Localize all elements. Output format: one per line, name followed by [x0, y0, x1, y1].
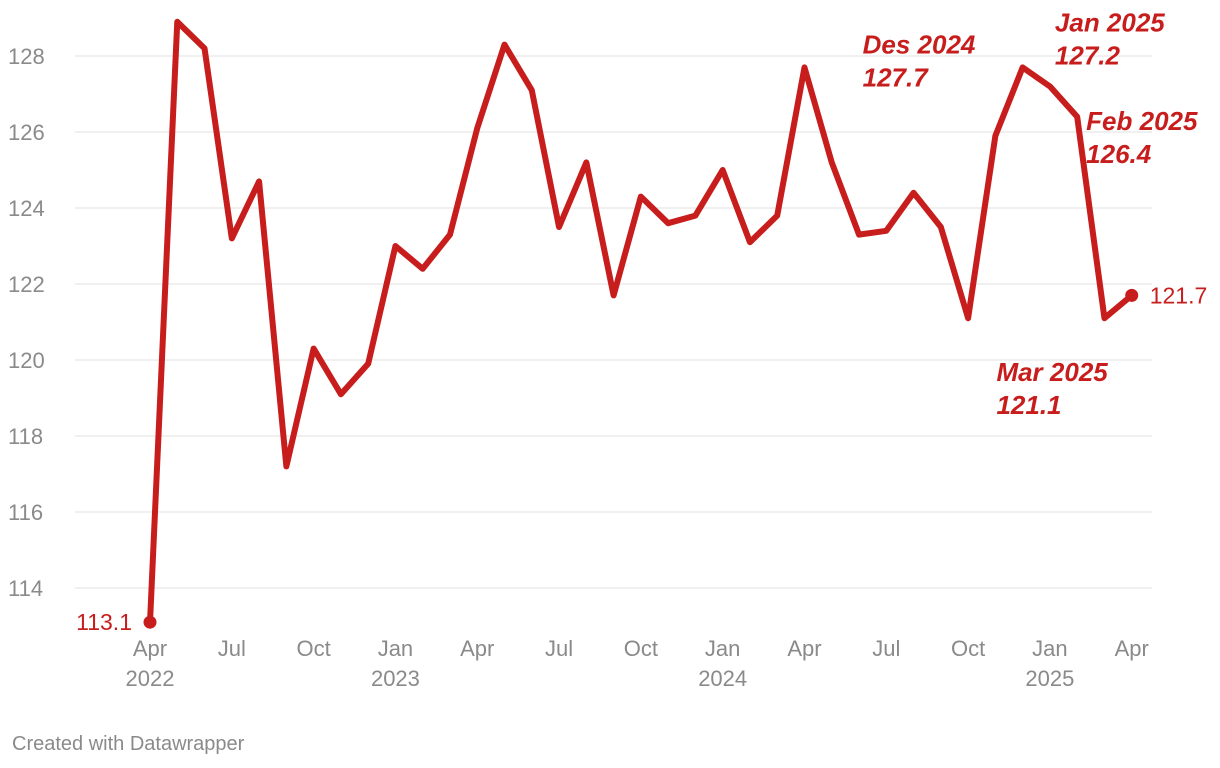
x-tick-label-2023-04: Apr: [460, 636, 494, 661]
start-value-label: 113.1: [76, 609, 132, 635]
series-line-group: [143, 18, 1139, 629]
end-value-label: 121.7: [1150, 282, 1208, 308]
x-tick-year-2025: 2025: [1025, 666, 1074, 691]
y-tick-label-124: 124: [8, 196, 45, 221]
gridlines: [75, 55, 1152, 589]
x-tick-label-2025-01: Jan: [1032, 636, 1067, 661]
annotation-2025-01-value: 127.2: [1055, 40, 1121, 70]
x-tick-label-2024-07: Jul: [872, 636, 900, 661]
credit-text: Created with Datawrapper: [12, 733, 245, 755]
x-tick-label-2024-10: Oct: [951, 636, 985, 661]
x-tick-label-2023-10: Oct: [624, 636, 658, 661]
x-tick-year-2024: 2024: [698, 666, 747, 691]
y-tick-label-114: 114: [8, 576, 43, 601]
x-axis-tick-labels: Apr 2022 Jul Oct Jan 2023 Apr Jul Oct Jan 2024 Apr J…: [126, 636, 1149, 691]
y-tick-label-120: 120: [8, 348, 45, 373]
x-tick-year-2022: 2022: [126, 666, 175, 691]
x-tick-label-2022-04: Apr: [133, 636, 167, 661]
x-tick-label-2024-01: Jan: [705, 636, 740, 661]
x-tick-label-2023-01: Jan: [378, 636, 413, 661]
x-tick-label-2022-07: Jul: [218, 636, 246, 661]
end-point: [1125, 288, 1139, 302]
annotation-2025-03-label: Mar 2025: [996, 357, 1108, 387]
y-tick-label-126: 126: [8, 120, 45, 145]
y-axis-tick-labels: 114 116 118 120 122 124 126 128: [8, 44, 45, 601]
y-tick-label-122: 122: [8, 272, 45, 297]
x-tick-label-2023-07: Jul: [545, 636, 573, 661]
x-tick-label-2024-04: Apr: [787, 636, 821, 661]
series-line: [147, 18, 1135, 626]
y-tick-label-116: 116: [8, 500, 43, 525]
start-point: [143, 615, 157, 629]
y-tick-label-118: 118: [8, 424, 43, 449]
y-tick-label-128: 128: [8, 44, 45, 69]
x-tick-year-2023: 2023: [371, 666, 420, 691]
annotation-2025-01-label: Jan 2025: [1055, 7, 1165, 37]
annotation-2025-02-label: Feb 2025: [1086, 106, 1198, 136]
annotation-2025-02-value: 126.4: [1086, 139, 1152, 169]
annotation-2024-12-label: Des 2024: [863, 29, 976, 59]
x-tick-label-2025-04: Apr: [1115, 636, 1149, 661]
annotation-2024-12-value: 127.7: [863, 62, 930, 92]
x-tick-label-2022-10: Oct: [297, 636, 331, 661]
annotation-2025-03-value: 121.1: [996, 390, 1061, 420]
